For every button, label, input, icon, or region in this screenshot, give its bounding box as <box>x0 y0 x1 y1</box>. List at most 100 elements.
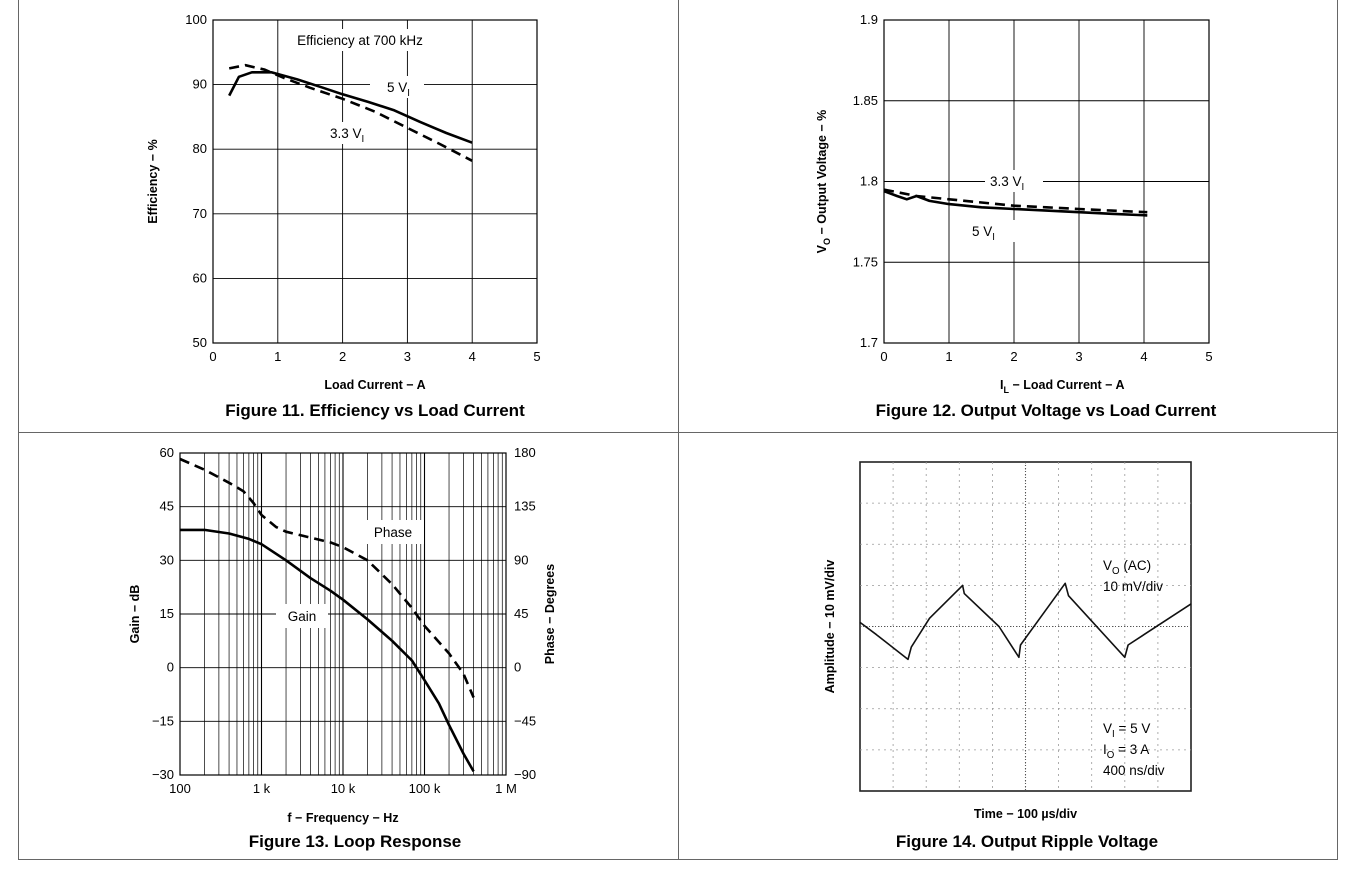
fig11-ytick-label: 100 <box>185 12 207 27</box>
fig14-caption: Figure 14. Output Ripple Voltage <box>896 832 1158 851</box>
fig12-series-line <box>883 189 1148 217</box>
fig11-ytick-label: 50 <box>193 335 207 350</box>
fig12-xtick-label: 4 <box>1140 349 1147 364</box>
fig13-ytick-left-label: 30 <box>160 552 174 567</box>
fig13-series-line <box>179 457 475 699</box>
fig12-ylabel-sub: O <box>822 238 832 245</box>
fig11-annotation-3v3: 3.3 VI <box>330 126 364 145</box>
fig12-series-line <box>883 188 1148 214</box>
fig11-series-line <box>228 71 473 144</box>
fig12-xlabel-rest: − Load Current − A <box>1009 378 1125 392</box>
fig14-ylabel: Amplitude − 10 mV/div <box>823 560 837 694</box>
fig13-ytick-right-label: −45 <box>514 713 536 728</box>
fig13-ytick-right-label: −90 <box>514 767 536 782</box>
fig11-annotation-bg <box>370 76 424 98</box>
fig13-xtick-label: 1 k <box>253 781 271 796</box>
fig14-annotation-vo-main: V <box>1103 558 1112 573</box>
fig14-annotation-io-rest: = 3 A <box>1114 742 1149 757</box>
fig12-annotation-bg <box>985 170 1043 192</box>
fig13-ylabel-left: Gain − dB <box>128 585 142 644</box>
fig11-ytick-label: 60 <box>193 270 207 285</box>
fig14-annotation-io: IO = 3 A <box>1103 742 1149 761</box>
fig11-series-line <box>228 63 473 162</box>
fig13-annotation-bg <box>276 604 328 628</box>
fig12-annotation-bg <box>966 220 1030 242</box>
fig11-annotation-5v: 5 VI <box>387 80 410 99</box>
fig13-caption: Figure 13. Loop Response <box>249 832 462 851</box>
fig12-ytick-label: 1.8 <box>860 174 878 189</box>
fig11-annotation-3v3-main: 3.3 V <box>330 126 362 141</box>
fig13-ytick-left-label: 15 <box>160 606 174 621</box>
fig12-ytick-label: 1.75 <box>853 254 878 269</box>
fig13-series-line <box>180 528 475 773</box>
fig14-annotation-vi-main: V <box>1103 721 1112 736</box>
fig11-plot-frame <box>212 19 538 344</box>
fig13-ytick-left-label: 60 <box>160 445 174 460</box>
fig12-xtick-label: 5 <box>1205 349 1212 364</box>
fig12-ytick-label: 1.9 <box>860 12 878 27</box>
fig11-ytick-label: 90 <box>193 77 207 92</box>
frame-right-border <box>1337 0 1338 860</box>
fig11-annotation-3v3-sub: I <box>362 134 365 145</box>
fig13-annotation-bg <box>362 520 424 544</box>
fig13-xtick-label: 1 M <box>495 781 517 796</box>
frame-middle-divider <box>18 432 1338 433</box>
frame-left-border <box>18 0 19 860</box>
fig11-annotation-bg <box>324 122 382 144</box>
fig11-xtick-label: 2 <box>339 349 346 364</box>
fig13-xtick-label: 10 k <box>331 781 356 796</box>
fig11-xtick-label: 1 <box>274 349 281 364</box>
fig11-xtick-label: 5 <box>533 349 540 364</box>
fig13-ytick-right-label: 0 <box>514 660 521 675</box>
fig12-xlabel-main: I <box>1000 378 1003 392</box>
fig13-ytick-right-label: 135 <box>514 499 536 514</box>
fig14-annotation-io-sub: O <box>1107 750 1115 761</box>
fig12-ytick-label: 1.7 <box>860 335 878 350</box>
fig14-annotation-vo: VO (AC) <box>1103 558 1151 577</box>
fig11-xtick-label: 4 <box>469 349 476 364</box>
fig13-ytick-left-label: −15 <box>152 713 174 728</box>
fig11-annotation-5v-sub: I <box>407 88 410 99</box>
fig13-ylabel-right: Phase − Degrees <box>543 564 557 664</box>
fig12-xlabel-sub: L <box>1003 385 1009 395</box>
fig11-annotation-bg <box>290 29 430 51</box>
fig13-xtick-label: 100 k <box>409 781 441 796</box>
fig12-annotation-5v: 5 VI <box>972 224 995 243</box>
fig11-ytick-label: 80 <box>193 141 207 156</box>
fig12-annotation-3v3-main: 3.3 V <box>990 174 1022 189</box>
fig13-ytick-left-label: −30 <box>152 767 174 782</box>
fig12-xtick-label: 3 <box>1075 349 1082 364</box>
fig14-annotation-scale: 10 mV/div <box>1103 579 1163 594</box>
fig14-series-trace <box>859 582 1192 661</box>
fig13-ytick-right-label: 45 <box>514 606 528 621</box>
fig11-ytick-label: 70 <box>193 206 207 221</box>
fig12-xtick-label: 2 <box>1010 349 1017 364</box>
fig13-ytick-right-label: 90 <box>514 552 528 567</box>
fig11-annotation-5v-main: 5 V <box>387 80 407 95</box>
fig12-annotation-5v-main: 5 V <box>972 224 992 239</box>
fig13-annotation-phase: Phase <box>374 525 412 540</box>
fig11-caption: Figure 11. Efficiency vs Load Current <box>225 401 525 420</box>
fig12-ylabel: VO − Output Voltage − % <box>815 110 832 254</box>
fig12-annotation-3v3: 3.3 VI <box>990 174 1024 193</box>
fig12-ytick-label: 1.85 <box>853 93 878 108</box>
fig14-annotation-vi-rest: = 5 V <box>1115 721 1151 736</box>
fig14-annotation-timebase: 400 ns/div <box>1103 763 1165 778</box>
fig13-ytick-right-label: 180 <box>514 445 536 460</box>
fig12-xlabel: IL − Load Current − A <box>1000 378 1125 395</box>
fig12-annotation-5v-sub: I <box>992 232 995 243</box>
fig13-annotation-gain: Gain <box>288 609 317 624</box>
fig11-ylabel: Efficiency − % <box>146 139 160 223</box>
fig13-xlabel: f − Frequency − Hz <box>287 811 398 825</box>
fig12-annotation-3v3-sub: I <box>1022 182 1025 193</box>
fig14-annotation-vi-sub: I <box>1112 729 1115 740</box>
frame-center-divider <box>678 0 679 860</box>
fig12-caption: Figure 12. Output Voltage vs Load Curren… <box>876 401 1217 420</box>
fig11-xlabel: Load Current − A <box>324 378 425 392</box>
fig13-ytick-left-label: 0 <box>167 660 174 675</box>
fig14-annotation-vo-rest: (AC) <box>1120 558 1152 573</box>
fig11-xtick-label: 3 <box>404 349 411 364</box>
fig14-annotation-vi: VI = 5 V <box>1103 721 1150 740</box>
